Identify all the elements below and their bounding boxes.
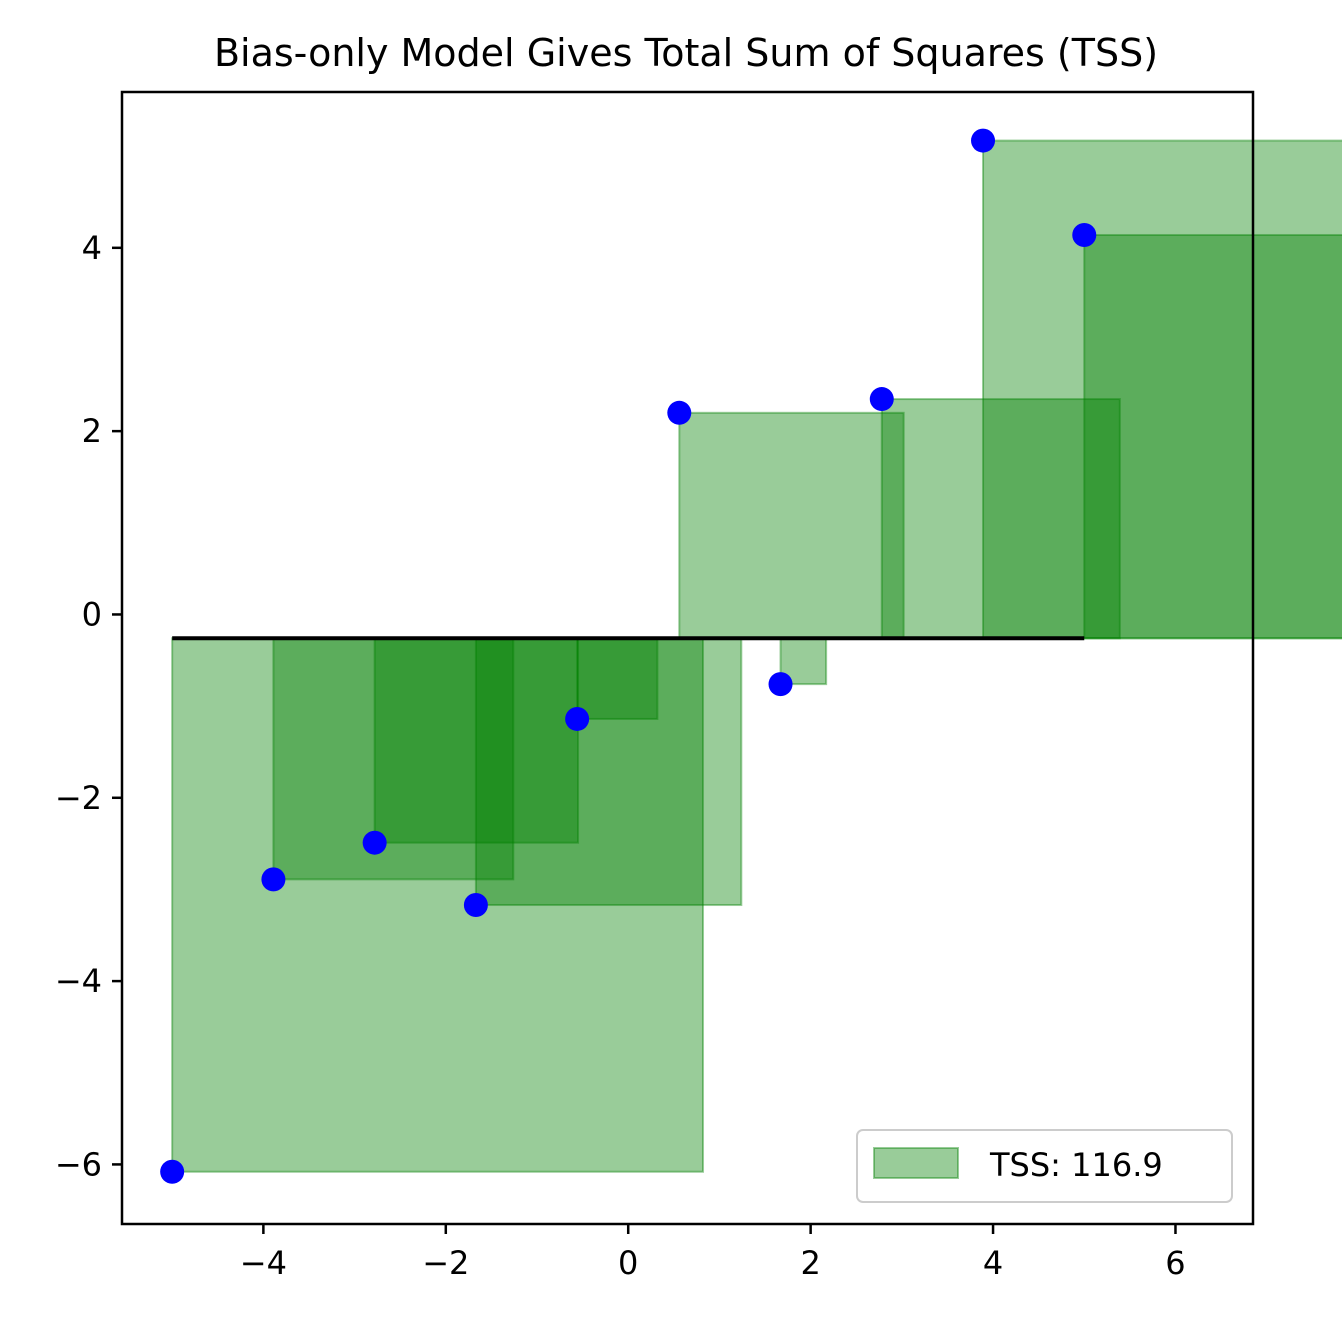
legend-box — [856, 1129, 1233, 1203]
data-points — [160, 128, 1097, 1184]
x-tick-label: 4 — [983, 1244, 1003, 1282]
data-point — [667, 400, 692, 425]
y-tick-label: 4 — [82, 229, 102, 267]
data-point — [1072, 222, 1097, 247]
data-point — [362, 830, 387, 855]
x-tick-label: 0 — [618, 1244, 638, 1282]
residual-square — [1083, 233, 1342, 640]
residual-square — [982, 139, 1342, 640]
residual-square — [576, 637, 659, 720]
y-tick-label: 0 — [82, 595, 102, 633]
residual-square — [678, 411, 905, 640]
x-tick-label: 2 — [800, 1244, 820, 1282]
data-point — [971, 128, 996, 153]
y-tick-label: 2 — [82, 412, 102, 450]
data-point — [565, 706, 590, 731]
residual-square — [474, 637, 743, 907]
data-point — [160, 1159, 185, 1184]
y-tick-label: −2 — [55, 779, 102, 817]
x-tick-label: −2 — [422, 1244, 469, 1282]
data-point — [869, 387, 894, 412]
legend-label: TSS: 116.9 — [989, 1146, 1163, 1184]
y-tick-label: −6 — [55, 1145, 102, 1183]
x-axis: −4 −2 0 2 4 6 — [240, 1224, 1186, 1282]
legend-swatch — [873, 1147, 959, 1179]
residual-square — [880, 398, 1121, 640]
y-axis: −6 −4 −2 0 2 4 — [55, 229, 122, 1183]
plot-area-frame — [120, 90, 1255, 1226]
residual-square — [272, 637, 515, 881]
legend: TSS: 116.9 — [856, 1129, 1233, 1203]
data-point — [261, 867, 286, 892]
residual-square — [171, 637, 705, 1173]
chart-title: Bias-only Model Gives Total Sum of Squar… — [214, 31, 1158, 75]
residual-squares — [171, 139, 1342, 1173]
x-tick-label: −4 — [240, 1244, 287, 1282]
y-tick-label: −4 — [55, 962, 102, 1000]
data-point — [768, 672, 793, 697]
x-tick-label: 6 — [1165, 1244, 1185, 1282]
data-point — [463, 893, 488, 918]
